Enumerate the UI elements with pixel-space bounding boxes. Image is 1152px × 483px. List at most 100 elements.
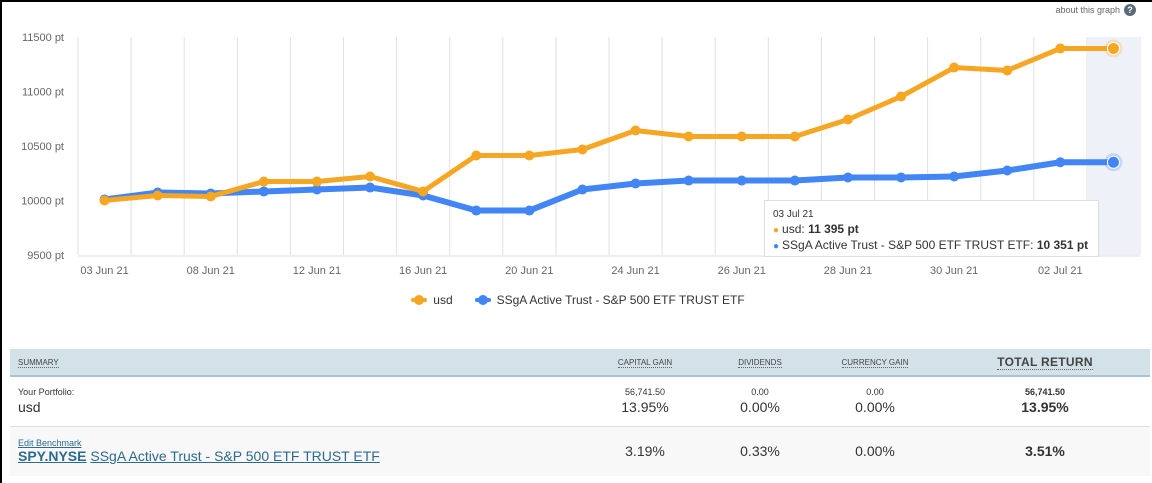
benchmark-name-link[interactable]: SSgA Active Trust - S&P 500 ETF TRUST ET… (90, 448, 380, 465)
data-point (630, 178, 641, 189)
data-point (1055, 43, 1066, 54)
x-tick-label: 26 Jun 21 (718, 265, 766, 277)
data-point (258, 186, 269, 197)
data-point (896, 172, 907, 183)
data-point (99, 195, 110, 206)
orange-dot-icon: ● (773, 225, 780, 236)
series-lines (99, 39, 1123, 216)
tooltip-row-benchmark: ● SSgA Active Trust - S&P 500 ETF TRUST E… (773, 238, 1090, 254)
data-point (311, 184, 322, 195)
data-point (1055, 157, 1066, 168)
summary-header-row: Summary Capital Gain Dividends Currency … (10, 349, 1150, 377)
portfolio-label: Your Portfolio: (18, 387, 75, 398)
legend-line-marker-icon (474, 295, 491, 305)
total-return-pct: 13.95% (1021, 399, 1069, 416)
capital-gain-amount: 56,741.50 (624, 387, 666, 398)
data-point (524, 205, 535, 216)
data-point (842, 172, 853, 183)
x-tick-label: 12 Jun 21 (293, 265, 341, 277)
x-tick-label: 30 Jun 21 (930, 265, 978, 277)
about-graph-label: about this graph (1055, 5, 1120, 15)
tooltip-value: 10 351 pt (1036, 238, 1089, 252)
capital-gain-pct: 13.95% (621, 399, 669, 416)
x-tick-label: 20 Jun 21 (505, 265, 553, 277)
data-point (949, 62, 960, 73)
x-tick-label: 16 Jun 21 (399, 265, 447, 277)
y-tick-label: 10000 pt (21, 196, 64, 208)
data-point (789, 175, 800, 186)
edit-benchmark-link[interactable]: Edit Benchmark (18, 438, 82, 449)
x-tick-label: 08 Jun 21 (187, 265, 235, 277)
data-point (842, 114, 853, 125)
benchmark-currency-gain-pct: 0.00% (810, 426, 940, 476)
y-tick-label: 11000 pt (22, 87, 64, 99)
x-axis: 03 Jun 21 08 Jun 21 12 Jun 21 16 Jun 21 20 J… (80, 265, 1082, 277)
benchmark-dividends-pct: 0.33% (710, 426, 810, 476)
y-tick-label: 10500 pt (21, 141, 64, 153)
data-point (949, 171, 960, 182)
header-dividends: Dividends (710, 349, 810, 377)
legend-item-benchmark[interactable]: SSgA Active Trust - S&P 500 ETF TRUST ET… (474, 293, 745, 307)
tooltip-date: 03 Jul 21 (773, 209, 814, 220)
benchmark-ticker-link[interactable]: SPY.NYSE (18, 448, 87, 465)
data-point (205, 191, 216, 202)
series-line-benchmark (101, 159, 1117, 214)
data-point (630, 125, 641, 136)
x-tick-label: 02 Jul 21 (1038, 265, 1083, 277)
tooltip-row-usd: ● usd: 11 395 pt (773, 222, 1090, 238)
portfolio-name: usd (18, 399, 41, 416)
chart-legend: usd SSgA Active Trust - S&P 500 ETF TRUS… (2, 293, 1152, 307)
data-point (471, 205, 482, 216)
tooltip-value: 11 395 pt (808, 222, 859, 236)
header-summary: Summary (10, 349, 580, 377)
data-point (577, 184, 588, 195)
summary-table: Summary Capital Gain Dividends Currency … (10, 349, 1150, 476)
dividends-pct: 0.00% (740, 399, 780, 416)
y-axis: 11500 pt 11000 pt 10500 pt 10000 pt 9500 pt (21, 32, 64, 262)
data-point-highlighted (1106, 41, 1120, 55)
header-total-return: Total Return (940, 349, 1150, 377)
data-point (683, 175, 694, 186)
data-point (896, 91, 907, 102)
x-tick-label: 24 Jun 21 (611, 265, 659, 277)
tooltip-label: SSgA Active Trust - S&P 500 ETF TRUST ET… (782, 238, 1037, 252)
x-tick-label: 28 Jun 21 (824, 265, 872, 277)
header-currency-gain: Currency Gain (810, 349, 940, 377)
data-point (1002, 65, 1013, 76)
data-point (365, 182, 376, 193)
currency-gain-amount: 0.00 (866, 387, 884, 398)
x-tick-label: 03 Jun 21 (80, 265, 128, 277)
data-point (365, 171, 376, 182)
tooltip-label: usd: (782, 222, 809, 236)
y-tick-label: 11500 pt (22, 32, 64, 44)
legend-label: usd (433, 293, 453, 307)
help-icon[interactable]: ? (1124, 4, 1136, 16)
data-point (418, 186, 429, 197)
data-point (683, 131, 694, 142)
data-point (152, 190, 163, 201)
data-point (471, 150, 482, 161)
y-tick-label: 9500 pt (27, 250, 64, 262)
data-point (524, 150, 535, 161)
data-point (789, 131, 800, 142)
legend-label: SSgA Active Trust - S&P 500 ETF TRUST ET… (496, 293, 745, 307)
dividends-amount: 0.00 (751, 387, 769, 398)
data-point-highlighted (1106, 155, 1120, 169)
about-graph-link[interactable]: about this graph ? (1055, 4, 1136, 16)
header-capital-gain: Capital Gain (580, 349, 710, 377)
portfolio-row: Your Portfolio: usd 56,741.50 13.95% 0.0… (10, 376, 1150, 427)
benchmark-capital-gain-pct: 3.19% (580, 426, 710, 476)
total-return-amount: 56,741.50 (1024, 387, 1066, 398)
data-point (1002, 165, 1013, 176)
legend-item-usd[interactable]: usd (411, 293, 453, 307)
legend-line-marker-icon (411, 295, 428, 305)
benchmark-total-return-pct: 3.51% (940, 426, 1150, 476)
data-point (258, 176, 269, 187)
series-line-usd (102, 45, 1116, 203)
data-point (736, 175, 747, 186)
data-point (736, 131, 747, 142)
benchmark-row: Edit Benchmark SPY.NYSE SSgA Active Trus… (10, 426, 1150, 476)
blue-dot-icon: ● (773, 241, 780, 252)
data-point (577, 144, 588, 155)
